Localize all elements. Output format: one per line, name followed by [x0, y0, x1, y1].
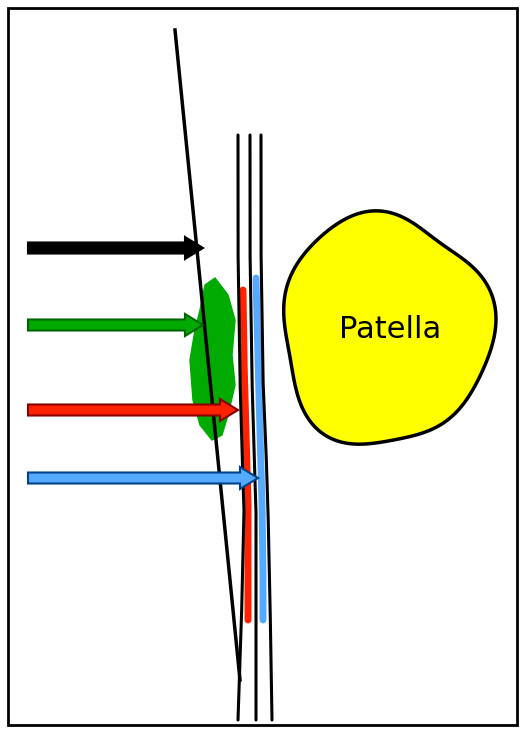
FancyArrow shape [28, 314, 203, 336]
Polygon shape [190, 278, 235, 440]
FancyArrow shape [28, 399, 238, 421]
Polygon shape [284, 211, 496, 444]
Text: Patella: Patella [339, 315, 441, 345]
FancyArrow shape [28, 237, 203, 259]
FancyArrow shape [28, 467, 258, 489]
